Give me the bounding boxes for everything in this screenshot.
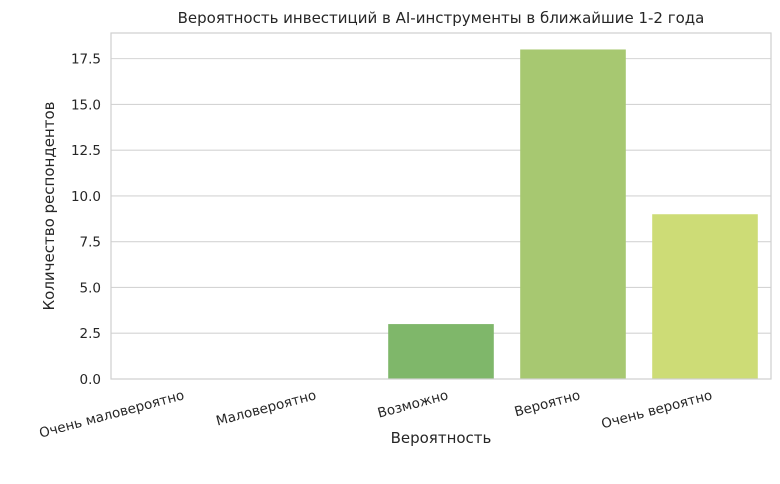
x-tick-label: Возможно xyxy=(376,387,450,421)
y-tick-label: 12.5 xyxy=(71,143,101,159)
plot-frame xyxy=(110,32,772,380)
y-axis-label: Количество респондентов xyxy=(40,102,58,311)
x-tick-label: Вероятно xyxy=(513,387,582,420)
chart-title: Вероятность инвестиций в AI-инструменты … xyxy=(178,9,705,27)
y-tick-label: 17.5 xyxy=(71,52,101,68)
x-tick-labels: Очень маловероятно Маловероятно Возможно Ве… xyxy=(37,387,714,441)
bar xyxy=(388,324,494,379)
y-tick-label: 7.5 xyxy=(80,235,101,251)
y-tick-label: 2.5 xyxy=(80,326,101,342)
bars xyxy=(388,49,758,379)
x-tick-label: Очень маловероятно xyxy=(37,387,186,441)
y-tick-labels: 0.0 2.5 5.0 7.5 10.0 12.5 15.0 17.5 xyxy=(71,52,101,388)
bar xyxy=(652,214,758,379)
y-tick-label: 15.0 xyxy=(71,97,101,113)
x-tick-label: Очень вероятно xyxy=(600,387,714,432)
gridlines xyxy=(111,58,771,380)
y-tick-label: 10.0 xyxy=(71,189,101,205)
y-tick-label: 0.0 xyxy=(80,372,101,388)
x-tick-label: Маловероятно xyxy=(214,387,318,429)
y-tick-label: 5.0 xyxy=(80,280,101,296)
bar xyxy=(520,49,626,379)
x-axis-label: Вероятность xyxy=(391,429,492,447)
